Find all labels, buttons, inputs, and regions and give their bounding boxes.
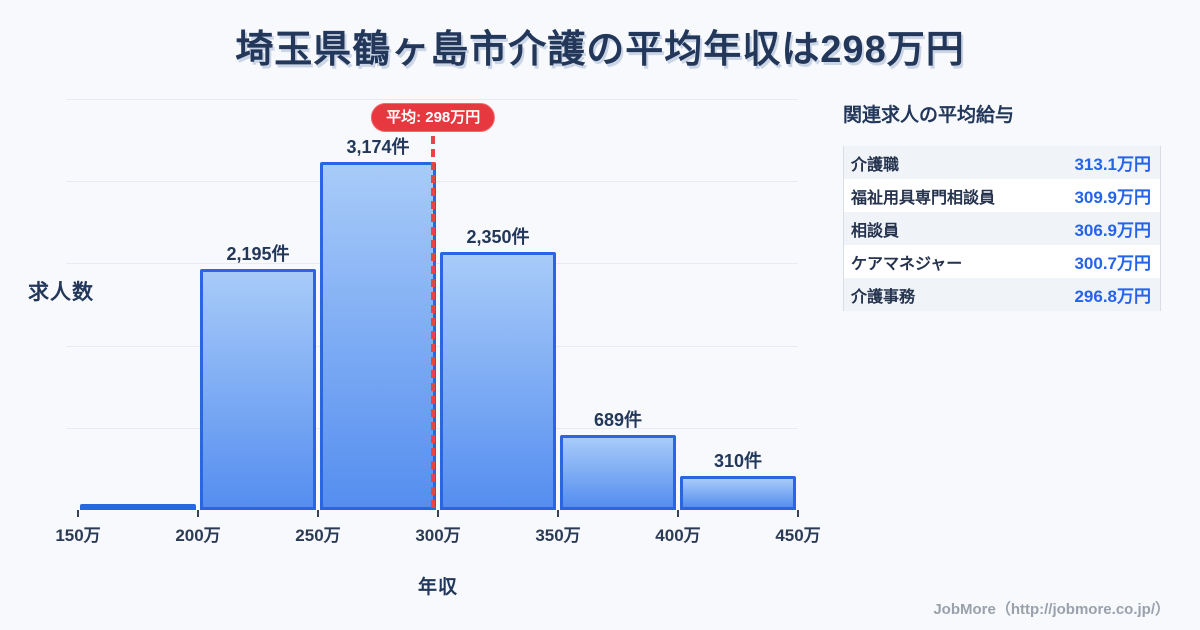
- x-axis-tick-labels: 150万 200万 250万 300万 350万 400万 450万: [55, 521, 820, 545]
- bar-value-label: 2,350件: [466, 227, 530, 248]
- job-salary-value: 296.8万円: [1074, 287, 1151, 306]
- histogram-bin: 2,350件: [438, 99, 558, 510]
- x-tick-label: 350万: [535, 526, 581, 545]
- job-salary-value: 309.9万円: [1074, 188, 1151, 207]
- plot-area: 2,195件 3,174件 2,350件 689件 310件 平均: 298万円: [66, 99, 799, 517]
- x-tick-label: 150万: [55, 526, 101, 545]
- job-label: 介護職: [851, 156, 900, 174]
- histogram-bin: [78, 99, 198, 510]
- table-row: 介護職 313.1万円: [844, 146, 1160, 179]
- job-label: 福祉用具専門相談員: [851, 189, 996, 207]
- histogram-bin: 689件: [558, 99, 678, 510]
- job-label: ケアマネジャー: [851, 255, 963, 273]
- bar: [440, 252, 556, 510]
- gridline: [66, 99, 798, 100]
- axis-tick: [797, 510, 799, 517]
- related-jobs-panel: 関連求人の平均給与 介護職 313.1万円 福祉用具専門相談員 309.9万円 …: [843, 100, 1161, 311]
- bar-value-label: 310件: [713, 451, 763, 472]
- histogram-bin: 3,174件: [318, 99, 438, 510]
- bar-value-label: 689件: [593, 409, 643, 430]
- bar: [200, 269, 316, 510]
- bar: [80, 504, 196, 510]
- x-tick-label: 250万: [295, 526, 341, 545]
- bar: [560, 434, 676, 510]
- axis-tick: [77, 510, 79, 517]
- histogram-bars: 2,195件 3,174件 2,350件 689件 310件: [78, 99, 798, 510]
- job-label: 介護事務: [851, 288, 916, 306]
- mean-badge: 平均: 298万円: [371, 103, 496, 132]
- bar: [680, 476, 796, 510]
- x-tick-label: 200万: [175, 526, 221, 545]
- bar-value-label: 2,195件: [226, 244, 290, 265]
- job-salary-value: 300.7万円: [1074, 254, 1151, 273]
- x-tick-label: 400万: [655, 526, 701, 545]
- bar-value-label: 3,174件: [346, 137, 410, 158]
- panel-title: 関連求人の平均給与: [843, 105, 1015, 126]
- bar: [320, 162, 436, 510]
- histogram-bin: 2,195件: [198, 99, 318, 510]
- mean-line: [431, 136, 436, 510]
- job-salary-value: 306.9万円: [1074, 221, 1151, 240]
- table-row: 福祉用具専門相談員 309.9万円: [844, 179, 1160, 212]
- axis-tick: [197, 510, 199, 517]
- axis-tick: [437, 510, 439, 517]
- axis-tick: [316, 510, 319, 517]
- x-axis-label: 年収: [417, 577, 458, 598]
- table-row: ケアマネジャー 300.7万円: [844, 245, 1160, 278]
- table-row: 介護事務 296.8万円: [844, 278, 1160, 311]
- x-tick-label: 300万: [415, 526, 461, 545]
- x-tick-label: 450万: [775, 526, 821, 545]
- related-jobs-table: 介護職 313.1万円 福祉用具専門相談員 309.9万円 相談員 306.9万…: [843, 146, 1161, 311]
- job-label: 相談員: [851, 222, 900, 240]
- credit: JobMore（http://jobmore.co.jp/）: [933, 601, 1170, 618]
- y-axis-label: 求人数: [28, 281, 94, 304]
- histogram-bin: 310件: [678, 99, 798, 510]
- axis-tick: [557, 510, 559, 517]
- axis-tick: [676, 510, 679, 517]
- job-salary-value: 313.1万円: [1074, 155, 1151, 174]
- table-row: 相談員 306.9万円: [844, 212, 1160, 245]
- page-title: 埼玉県鶴ヶ島市介護の平均年収は298万円: [235, 29, 965, 71]
